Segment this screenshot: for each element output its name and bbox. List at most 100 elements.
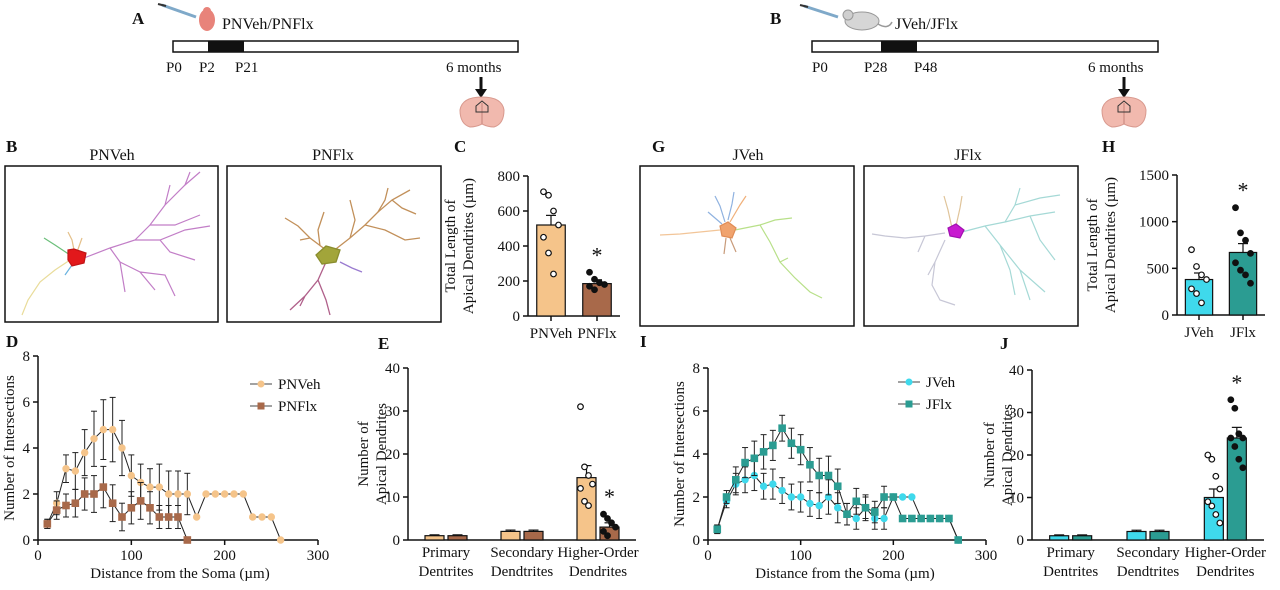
chart-J-data-point [1216, 519, 1224, 527]
chart-D-point-pnveh [164, 490, 173, 498]
chart-J-bar-jveh [1126, 530, 1147, 541]
chart-E-y-tick-label: 0 [393, 533, 401, 549]
chart-D-point-pnveh [90, 435, 98, 443]
chart-I-point-jveh [759, 482, 768, 490]
chart-I-point-jflx [917, 514, 925, 523]
chart-D-point-pnveh [202, 490, 210, 498]
chart-E-bar-pnflx [523, 530, 544, 541]
chart-H-data-point [1198, 299, 1205, 307]
chart-D-x-tick-label: 300 [307, 548, 330, 564]
chart-I-legend-label: JVeh [926, 375, 956, 391]
panel-label-g: G [652, 137, 665, 156]
neuron-tracing-pnveh [21, 171, 211, 316]
timeline-right-treatment-window [881, 41, 917, 52]
chart-I-point-jflx [861, 503, 870, 512]
chart-E-y-tick-label: 20 [385, 447, 400, 463]
chart-D-legend-marker [257, 402, 265, 410]
chart-I-point-jveh [806, 499, 814, 508]
arrow-down-icon [475, 77, 487, 98]
chart-D-point-pnveh [276, 536, 285, 544]
pipette-icon [157, 3, 197, 19]
chart-H-y-tick-label: 1500 [1139, 168, 1169, 184]
chart-H-data-point [1247, 279, 1254, 287]
chart-J-x-tick-label: Dendrites [1196, 564, 1254, 580]
chart-C-y-tick-label: 200 [498, 274, 521, 290]
chart-C-data-point [545, 191, 552, 199]
chart-I-legend-marker [905, 400, 913, 408]
chart-E-x-tick-label: Dendrites [569, 564, 627, 580]
chart-D-point-pnveh [108, 425, 117, 434]
chart-E-y-axis-label: Apical Dendrites [374, 403, 390, 505]
chart-J-y-tick-label: 0 [1017, 533, 1025, 549]
chart-C-y-tick-label: 600 [498, 204, 521, 220]
chart-C-data-point [591, 275, 598, 283]
chart-D-point-pnveh [62, 465, 70, 473]
neuron-frame-jveh [639, 165, 855, 327]
chart-D-y-tick-label: 8 [23, 349, 31, 365]
neuron-frame-jflx [863, 165, 1079, 327]
chart-I-point-jflx [954, 536, 963, 544]
brain-icon [459, 96, 505, 128]
panel-label-e: E [378, 334, 389, 353]
chart-E-data-point [577, 403, 584, 411]
chart-D-point-pnflx [155, 513, 164, 521]
chart-D-point-pnflx [108, 499, 117, 507]
chart-I-point-jveh [778, 486, 786, 495]
chart-D-point-pnveh [211, 490, 220, 498]
chart-e-apical-counts-pn: Number of Apical Dendrites 0 10 20 30 40 Primar… [356, 361, 639, 580]
chart-J-x-tick-label: Primary [1047, 545, 1096, 561]
chart-J-data-point [1212, 472, 1220, 480]
chart-J-y-axis-label: Apical Dendrites [1000, 404, 1016, 506]
chart-E-x-tick-label: Primary [422, 545, 471, 561]
chart-I-point-jflx [769, 441, 777, 450]
chart-I-point-jflx [880, 493, 888, 501]
arrow-down-icon [1118, 77, 1130, 98]
chart-D-point-pnflx [99, 483, 108, 491]
chart-J-x-tick-label: Dendtrites [1117, 564, 1180, 580]
timeline-left-tick-p21: P21 [235, 60, 258, 76]
chart-C-y-axis-label: Total Length of [443, 199, 459, 292]
chart-E-data-point [600, 510, 607, 518]
chart-C-data-point [601, 281, 608, 288]
timeline-right-tick-p0: P0 [812, 60, 828, 76]
chart-I-point-jflx [732, 476, 740, 484]
chart-I-point-jveh [787, 493, 796, 501]
chart-J-data-point [1204, 451, 1212, 459]
chart-J-data-point [1231, 404, 1239, 412]
chart-H-data-point [1242, 236, 1249, 244]
chart-D-point-pnveh [258, 513, 266, 521]
timeline-right-bar [811, 40, 1159, 53]
chart-H-y-tick-label: 500 [1147, 261, 1170, 277]
chart-C-data-point [586, 282, 593, 290]
chart-I-y-tick-label: 4 [693, 447, 701, 463]
chart-I-point-jflx [852, 497, 861, 506]
chart-J-data-point [1231, 443, 1239, 450]
chart-C-y-tick-label: 800 [498, 169, 521, 185]
chart-I-legend-marker [905, 378, 913, 386]
chart-I-y-tick-label: 8 [693, 361, 701, 377]
chart-C-data-point [550, 207, 557, 215]
chart-J-bar-jflx [1226, 437, 1247, 541]
chart-I-point-jflx [824, 471, 833, 480]
timeline-right-tick-6months: 6 months [1088, 60, 1144, 76]
chart-H-data-point [1193, 263, 1200, 270]
chart-J-bar-jveh [1049, 535, 1070, 541]
chart-C-y-axis-label: Apical Dendrites (µm) [461, 178, 477, 314]
chart-D-y-tick-label: 2 [23, 487, 31, 503]
chart-c-total-length-pn: Total Length of Apical Dendrites (µm) 0 200… [443, 169, 620, 342]
chart-I-point-jveh [852, 514, 860, 523]
chart-H-data-point [1237, 229, 1244, 237]
chart-I-point-jflx [926, 514, 935, 523]
chart-J-data-point [1208, 502, 1216, 510]
chart-H-data-point [1232, 204, 1239, 212]
chart-E-x-tick-label: Dentrites [419, 564, 474, 580]
brain-icon [1101, 96, 1147, 128]
neuron-title-pnflx: PNFlx [312, 147, 354, 164]
chart-H-y-axis-label: Total Length of [1085, 198, 1101, 291]
chart-J-y-tick-label: 40 [1009, 363, 1024, 379]
chart-J-bar-jflx [1149, 530, 1170, 541]
timeline-right-label: JVeh/JFlx [895, 16, 958, 33]
chart-E-data-point [589, 480, 596, 488]
chart-D-point-pnflx [43, 520, 52, 528]
chart-C-data-point [555, 221, 562, 229]
